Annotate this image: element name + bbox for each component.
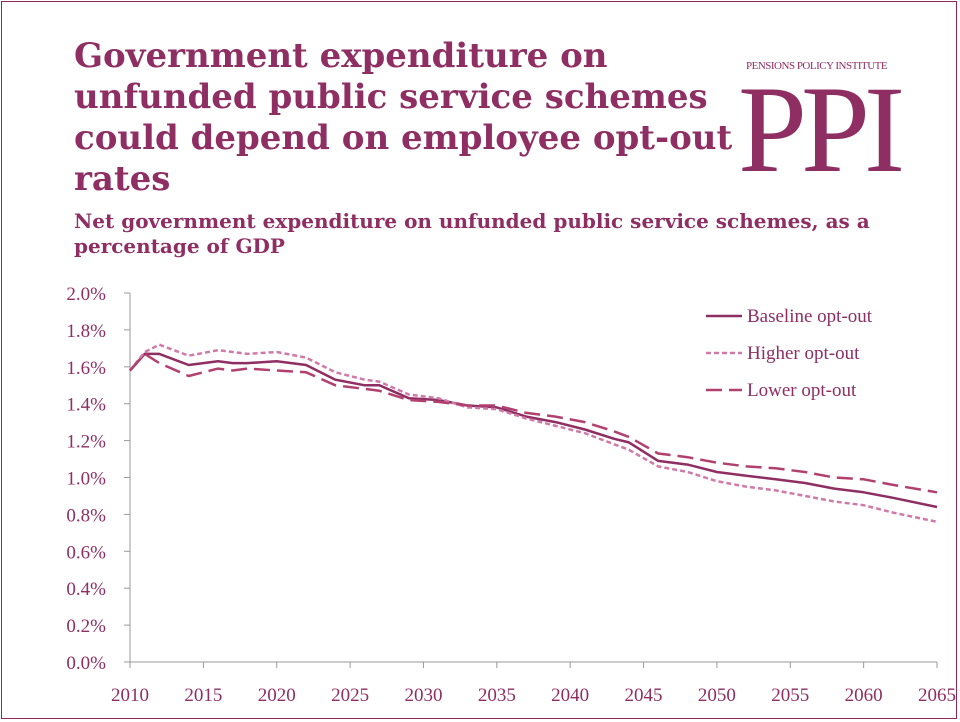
page-title: Government expenditure on unfunded publi… [74, 36, 733, 199]
x-tick-label: 2050 [698, 685, 736, 706]
x-axis-ticks: 2010 2015 2020 2025 2030 2035 2040 2045 2050 2055… [111, 662, 956, 706]
y-tick-label: 0.6% [66, 542, 106, 563]
x-tick-label: 2060 [845, 685, 883, 706]
y-tick-label: 1.4% [66, 395, 106, 416]
ppi-logo: PPI [738, 61, 905, 198]
x-tick-label: 2040 [551, 685, 589, 706]
logo-caption: PENSIONS POLICY INSTITUTE [746, 60, 888, 72]
x-tick-label: 2035 [478, 685, 516, 706]
y-tick-label: 0.8% [66, 505, 106, 526]
x-tick-label: 2020 [258, 685, 296, 706]
y-tick-label: 0.0% [66, 653, 106, 674]
y-tick-label: 1.8% [66, 321, 106, 342]
x-tick-label: 2065 [918, 685, 956, 706]
chart-subtitle: Net government expenditure on unfunded p… [74, 209, 870, 258]
y-tick-label: 0.2% [66, 616, 106, 637]
y-tick-label: 1.0% [66, 469, 106, 490]
y-axis-ticks: 0.0% 0.2% 0.4% 0.6% 0.8% 1.0% 1.2% 1.4% 1.6% 1.8%… [66, 284, 130, 674]
x-tick-label: 2010 [111, 685, 149, 706]
x-tick-label: 2045 [625, 685, 663, 706]
y-tick-label: 0.4% [66, 579, 106, 600]
x-tick-label: 2055 [771, 685, 809, 706]
legend-label-2: Lower opt-out [747, 380, 857, 401]
series-line-1 [129, 343, 938, 524]
y-tick-label: 1.6% [66, 358, 106, 379]
series-line-2 [129, 352, 938, 494]
legend-label-0: Baseline opt-out [747, 306, 873, 327]
legend-label-1: Higher opt-out [747, 343, 860, 364]
chart-legend: Baseline opt-out Higher opt-out Lower opt-… [706, 306, 873, 401]
y-tick-label: 2.0% [66, 284, 106, 305]
x-tick-label: 2025 [331, 685, 369, 706]
x-tick-label: 2015 [184, 685, 222, 706]
chart-series [129, 343, 938, 524]
y-tick-label: 1.2% [66, 432, 106, 453]
x-tick-label: 2030 [404, 685, 442, 706]
series-line-0 [129, 352, 938, 509]
